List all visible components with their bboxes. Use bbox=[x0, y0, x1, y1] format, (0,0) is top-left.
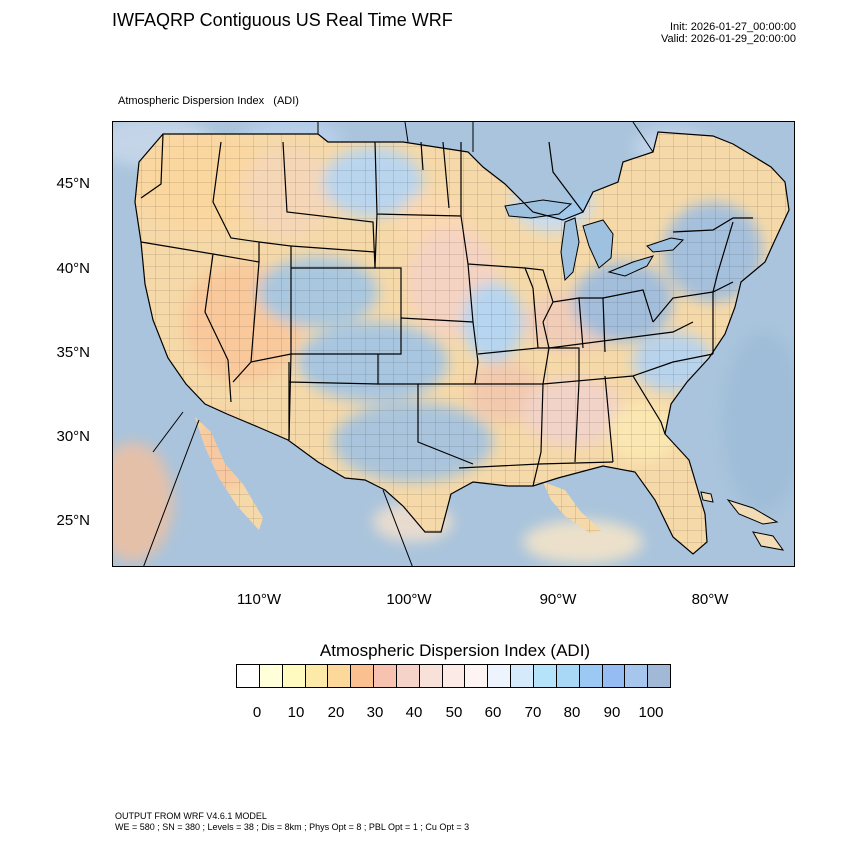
colorbar-swatch bbox=[419, 665, 443, 687]
colorbar-swatch bbox=[442, 665, 466, 687]
footer-config-line: WE = 580 ; SN = 380 ; Levels = 38 ; Dis … bbox=[115, 822, 470, 832]
lon-label-90w: 90°W bbox=[539, 591, 577, 608]
map-canvas bbox=[113, 122, 794, 566]
field-subtitle: Atmospheric Dispersion Index (ADI) bbox=[118, 95, 299, 107]
colorbar-swatch bbox=[282, 665, 306, 687]
plot-title: IWFAQRP Contiguous US Real Time WRF bbox=[112, 10, 453, 30]
colorbar-swatch bbox=[511, 665, 534, 687]
lon-label-80w: 80°W bbox=[691, 591, 729, 608]
colorbar-swatch bbox=[533, 665, 557, 687]
colorbar-swatch bbox=[374, 665, 397, 687]
colorbar-swatch bbox=[579, 665, 603, 687]
colorbar-tick-label: 40 bbox=[405, 704, 423, 721]
colorbar-swatch bbox=[556, 665, 580, 687]
run-info: Init: 2026-01-27_00:00:00 Valid: 2026-01… bbox=[661, 21, 796, 45]
colorbar-tick-label: 0 bbox=[252, 704, 262, 721]
state-borders bbox=[134, 131, 790, 555]
colorbar-tick-label: 90 bbox=[603, 704, 621, 721]
colorbar-swatch bbox=[237, 665, 260, 687]
land-field bbox=[135, 132, 789, 554]
lat-label-45n: 45°N bbox=[56, 175, 90, 192]
colorbar-swatch bbox=[465, 665, 489, 687]
footer-model-line: OUTPUT FROM WRF V4.6.1 MODEL bbox=[115, 811, 267, 821]
lat-label-40n: 40°N bbox=[56, 260, 90, 277]
colorbar-swatch bbox=[396, 665, 420, 687]
colorbar-swatch bbox=[625, 665, 649, 687]
national-borders bbox=[143, 122, 654, 566]
colorbar-title: Atmospheric Dispersion Index (ADI) bbox=[319, 641, 591, 660]
colorbar-swatch bbox=[351, 665, 375, 687]
colorbar-tick-label: 100 bbox=[638, 704, 664, 721]
init-time: Init: 2026-01-27_00:00:00 bbox=[670, 21, 796, 33]
colorbar-swatch bbox=[259, 665, 283, 687]
colorbar-swatch bbox=[305, 665, 329, 687]
great-lakes bbox=[504, 199, 685, 282]
caribbean-islands bbox=[700, 491, 785, 551]
colorbar-tick-label: 80 bbox=[563, 704, 581, 721]
colorbar-tick-label: 10 bbox=[287, 704, 305, 721]
model-footer: OUTPUT FROM WRF V4.6.1 MODEL WE = 580 ; … bbox=[115, 811, 469, 833]
colorbar-tick-label: 50 bbox=[445, 704, 463, 721]
lat-label-30n: 30°N bbox=[56, 428, 90, 445]
lon-label-100w: 100°W bbox=[386, 591, 432, 608]
colorbar-swatch bbox=[648, 665, 671, 687]
colorbar-swatch bbox=[328, 665, 352, 687]
colorbar-swatch bbox=[602, 665, 626, 687]
colorbar-swatch bbox=[488, 665, 512, 687]
lon-label-110w: 110°W bbox=[236, 591, 282, 608]
colorbar bbox=[236, 664, 671, 688]
lat-label-25n: 25°N bbox=[56, 512, 90, 529]
colorbar-tick-label: 20 bbox=[327, 704, 345, 721]
lat-label-35n: 35°N bbox=[56, 344, 90, 361]
valid-time: Valid: 2026-01-29_20:00:00 bbox=[661, 33, 796, 45]
colorbar-tick-label: 60 bbox=[484, 704, 502, 721]
colorbar-tick-label: 70 bbox=[524, 704, 542, 721]
colorbar-tick-label: 30 bbox=[366, 704, 384, 721]
adi-map bbox=[112, 121, 795, 567]
